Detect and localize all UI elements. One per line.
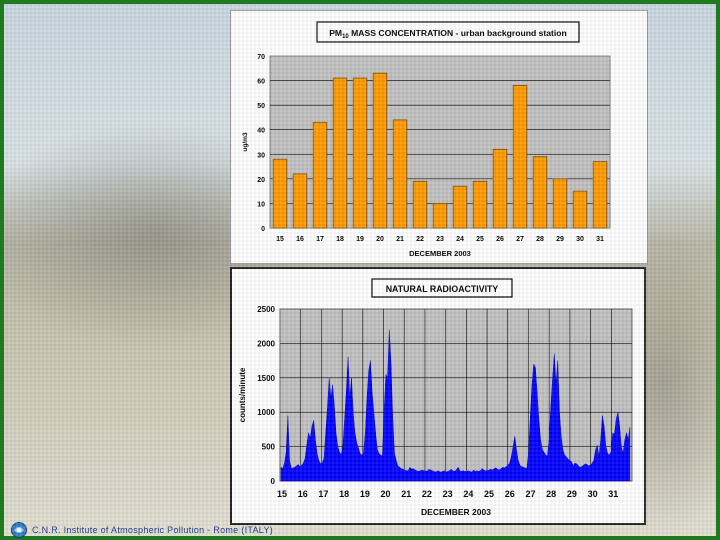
pm10-ytick-label: 60 <box>257 79 265 86</box>
pm10-bar <box>432 203 448 229</box>
pm10-bar <box>412 180 428 229</box>
pm10-xtick-label: 21 <box>396 236 404 243</box>
radioactivity-xtick-label: 26 <box>505 489 515 499</box>
pm10-xtick-label: 25 <box>476 236 484 243</box>
pm10-chart: PM10 MASS CONCENTRATION - urban backgrou… <box>230 10 648 264</box>
radioactivity-ytick-label: 2500 <box>257 305 275 314</box>
pm10-ytick-label: 10 <box>257 201 265 208</box>
pm10-xtick-label: 26 <box>496 236 504 243</box>
pm10-bar <box>292 173 308 229</box>
radioactivity-title-frame <box>371 278 513 298</box>
radioactivity-xtick-label: 29 <box>567 489 577 499</box>
radioactivity-xtick-label: 21 <box>401 489 411 499</box>
pm10-ytick-label: 0 <box>261 226 265 233</box>
pm10-bar <box>372 72 388 229</box>
radioactivity-xtick-label: 17 <box>318 489 328 499</box>
pm10-bar <box>492 148 508 229</box>
pm10-xtick-label: 31 <box>596 236 604 243</box>
pm10-bar <box>312 121 328 229</box>
footer: C.N.R. Institute of Atmospheric Pollutio… <box>10 520 273 540</box>
pm10-xtick-label: 22 <box>416 236 424 243</box>
radioactivity-xtick-label: 31 <box>608 489 618 499</box>
pm10-xlabel: DECEMBER 2003 <box>409 249 471 258</box>
pm10-ytick-label: 20 <box>257 177 265 184</box>
pm10-ytick-label: 70 <box>257 54 265 61</box>
pm10-title-rest: MASS CONCENTRATION - urban background st… <box>349 28 567 38</box>
radioactivity-xtick-label: 23 <box>443 489 453 499</box>
radioactivity-xtick-label: 25 <box>484 489 494 499</box>
radioactivity-ytick-label: 500 <box>262 443 276 452</box>
pm10-xtick-label: 29 <box>556 236 564 243</box>
pm10-xtick-label: 28 <box>536 236 544 243</box>
radioactivity-xtick-label: 15 <box>277 489 287 499</box>
pm10-ytick-label: 40 <box>257 128 265 135</box>
pm10-xtick-label: 27 <box>516 236 524 243</box>
pm10-title: PM10 MASS CONCENTRATION - urban backgrou… <box>329 28 567 40</box>
pm10-xtick-label: 17 <box>316 236 324 243</box>
radioactivity-ylabel: counts/minute <box>238 367 247 422</box>
pm10-bar <box>532 156 548 229</box>
pm10-bar <box>272 158 288 229</box>
pm10-bar <box>592 161 608 229</box>
pm10-bar <box>392 119 408 229</box>
pm10-bar <box>332 77 348 229</box>
pm10-bar <box>352 77 368 229</box>
radioactivity-xtick-label: 20 <box>381 489 391 499</box>
pm10-ytick-label: 50 <box>257 103 265 110</box>
radioactivity-chart: NATURAL RADIOACTIVITY 0 500 1000 1500 2000 250… <box>230 267 646 525</box>
radioactivity-title-box: NATURAL RADIOACTIVITY <box>371 278 513 298</box>
pm10-xtick-label: 16 <box>296 236 304 243</box>
radioactivity-xtick-label: 22 <box>422 489 432 499</box>
pm10-ylabel: ug/m3 <box>242 132 249 152</box>
pm10-bar <box>452 185 468 229</box>
radioactivity-title: NATURAL RADIOACTIVITY <box>386 284 499 294</box>
radioactivity-xtick-label: 27 <box>525 489 535 499</box>
pm10-title-sub: 10 <box>342 34 349 40</box>
radioactivity-xtick-label: 16 <box>298 489 308 499</box>
institute-label: C.N.R. Institute of Atmospheric Pollutio… <box>32 525 274 535</box>
pm10-xtick-label: 18 <box>336 236 344 243</box>
radioactivity-ytick-label: 2000 <box>257 339 275 348</box>
pm10-xtick-label: 19 <box>356 236 364 243</box>
pm10-xtick-label: 20 <box>376 236 384 243</box>
radioactivity-xtick-label: 19 <box>360 489 370 499</box>
pm10-bar <box>572 190 588 229</box>
radioactivity-xlabel: DECEMBER 2003 <box>421 507 491 517</box>
pm10-ytick-label: 30 <box>257 152 265 159</box>
radioactivity-xtick-label: 30 <box>588 489 598 499</box>
pm10-xtick-label: 24 <box>456 236 464 243</box>
pm10-bar <box>472 180 488 229</box>
pm10-chart-svg: PM10 MASS CONCENTRATION - urban backgrou… <box>242 21 611 258</box>
pm10-title-frame <box>316 21 580 43</box>
pm10-bar <box>512 85 528 229</box>
radioactivity-xtick-label: 18 <box>339 489 349 499</box>
radioactivity-xtick-label: 28 <box>546 489 556 499</box>
pm10-bar <box>552 178 568 229</box>
radioactivity-ytick-label: 0 <box>271 477 276 486</box>
pm10-xtick-label: 23 <box>436 236 444 243</box>
cnr-logo-icon <box>11 522 27 538</box>
radioactivity-chart-svg: NATURAL RADIOACTIVITY 0 500 1000 1500 2000 250… <box>238 278 633 517</box>
pm10-title-box: PM10 MASS CONCENTRATION - urban backgrou… <box>316 21 580 43</box>
radioactivity-ytick-label: 1500 <box>257 374 275 383</box>
pm10-title-main: PM <box>329 28 342 38</box>
radioactivity-series-area <box>280 329 631 482</box>
radioactivity-xtick-label: 24 <box>463 489 473 499</box>
radioactivity-ytick-label: 1000 <box>257 408 275 417</box>
pm10-xtick-label: 15 <box>276 236 284 243</box>
pm10-xtick-label: 30 <box>576 236 584 243</box>
